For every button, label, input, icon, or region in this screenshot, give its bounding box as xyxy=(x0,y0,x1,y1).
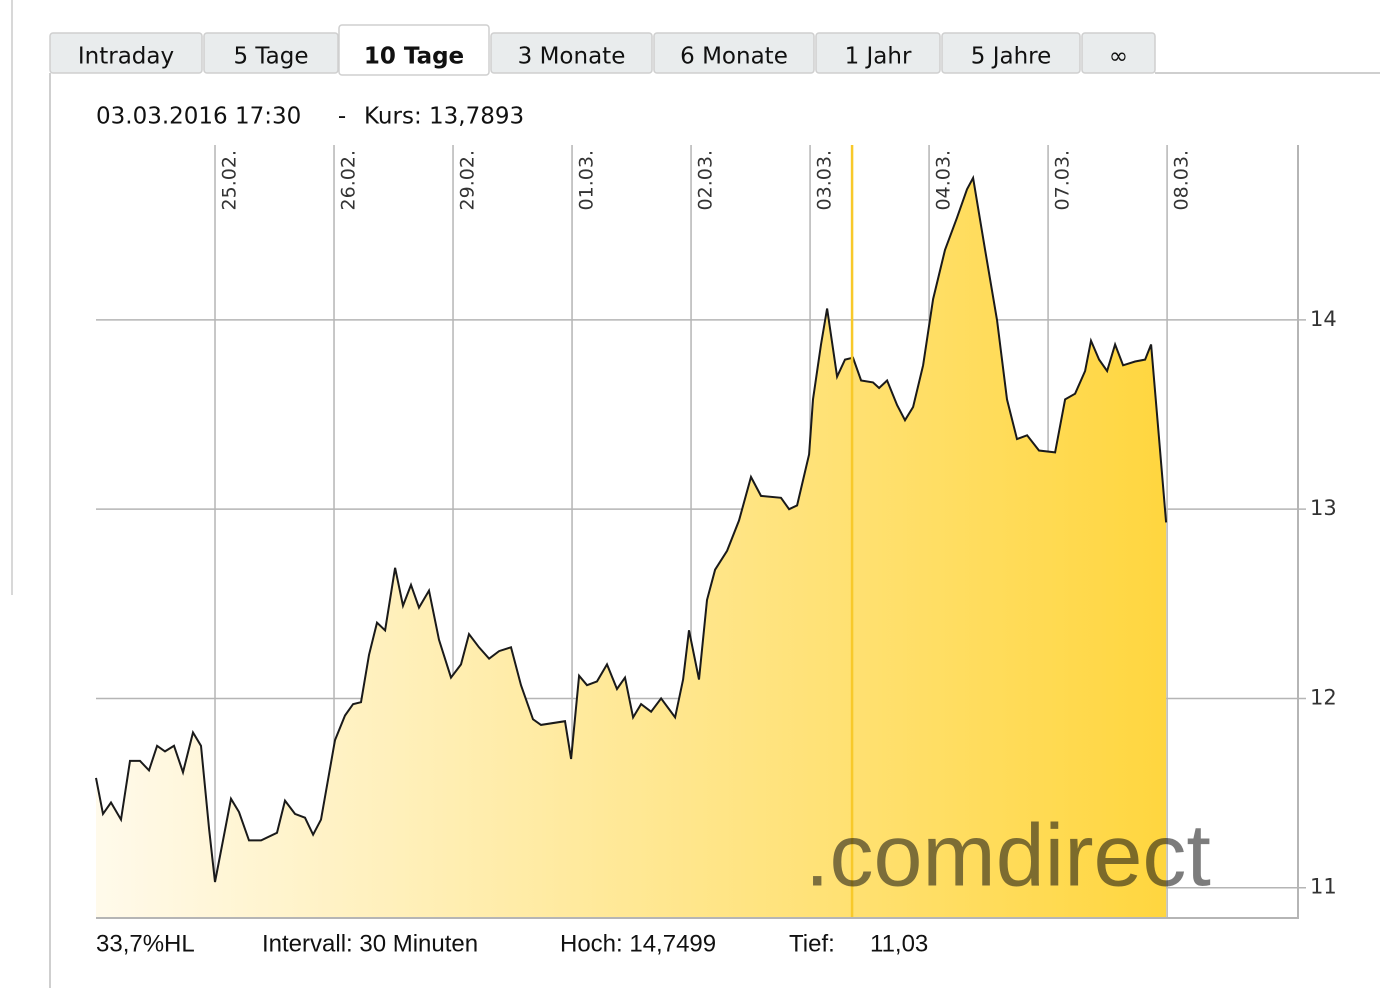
tab[interactable]: 5 Jahre xyxy=(941,32,1081,74)
tab-background xyxy=(49,32,203,74)
footer-text: Intervall: 30 Minuten xyxy=(262,930,478,957)
y-tick-label: 11 xyxy=(1310,875,1337,899)
tab-background xyxy=(338,24,490,76)
y-tick-label: 13 xyxy=(1310,496,1337,520)
x-tick-label: 26.02. xyxy=(338,150,360,210)
area-fill xyxy=(96,177,1167,918)
footer-text: Tief: xyxy=(789,930,835,957)
info-separator: - xyxy=(338,104,346,130)
watermark: .comdirect xyxy=(805,805,1211,904)
tab-label[interactable]: 1 Jahr xyxy=(845,44,912,70)
x-tick-label: 03.03. xyxy=(814,150,836,210)
tab[interactable]: 5 Tage xyxy=(203,32,339,74)
footer-text: 33,7%HL xyxy=(96,930,195,957)
tab-label[interactable]: Intraday xyxy=(78,44,174,70)
tab-background xyxy=(941,32,1081,74)
tab-label[interactable]: 10 Tage xyxy=(364,44,464,70)
tab-label[interactable]: ∞ xyxy=(1109,44,1128,70)
tab-background xyxy=(203,32,339,74)
tab-label[interactable]: 3 Monate xyxy=(518,44,626,70)
tab-background xyxy=(490,32,653,74)
tab-label[interactable]: 5 Jahre xyxy=(971,44,1052,70)
tab-label[interactable]: 6 Monate xyxy=(680,44,788,70)
y-tick-label: 14 xyxy=(1310,307,1337,331)
tab[interactable]: ∞ xyxy=(1081,32,1156,74)
tab[interactable]: 3 Monate xyxy=(490,32,653,74)
price-line xyxy=(95,174,1168,883)
x-tick-label: 08.03. xyxy=(1171,150,1193,210)
tab[interactable]: 10 Tage xyxy=(338,24,490,76)
tab-label[interactable]: 5 Tage xyxy=(233,44,308,70)
y-tick-label: 12 xyxy=(1310,685,1337,709)
tab-bar: Intraday 5 Tage 10 Tage 3 Monate 6 Monate 1 J… xyxy=(49,24,1156,76)
x-tick-label: 02.03. xyxy=(695,150,717,210)
tab[interactable]: 6 Monate xyxy=(653,32,815,74)
x-tick-label: 04.03. xyxy=(933,150,955,210)
info-date: 03.03.2016 17:30 xyxy=(96,104,301,130)
chart: 11 12 13 14 25.02. 26.02. 29.02. 01.03. 02.03. 03… xyxy=(95,145,1337,919)
plot-border xyxy=(96,145,1299,919)
tab-background xyxy=(1081,32,1156,74)
x-tick-label: 29.02. xyxy=(457,150,479,210)
x-tick-label: 01.03. xyxy=(576,150,598,210)
x-tick-label: 07.03. xyxy=(1052,150,1074,210)
info-kurs: Kurs: 13,7893 xyxy=(364,104,524,130)
panel-border xyxy=(49,72,1380,988)
tab[interactable]: 1 Jahr xyxy=(815,32,941,74)
tab[interactable]: Intraday xyxy=(49,32,203,74)
x-tick-label: 25.02. xyxy=(219,150,241,210)
footer-text: Hoch: 14,7499 xyxy=(560,930,716,957)
footer-text: 11,03 xyxy=(870,930,928,957)
tab-background xyxy=(815,32,941,74)
tab-background xyxy=(653,32,815,74)
footer: 33,7%HL Intervall: 30 Minuten Hoch: 14,749… xyxy=(96,930,928,957)
